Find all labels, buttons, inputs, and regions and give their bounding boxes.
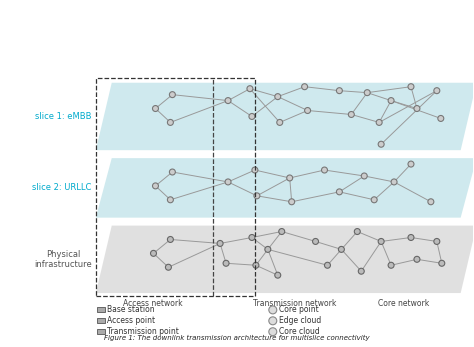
Bar [97, 329, 105, 334]
Circle shape [225, 98, 231, 103]
Text: Core network: Core network [378, 299, 429, 308]
Circle shape [312, 238, 319, 244]
Circle shape [428, 199, 434, 205]
Circle shape [225, 179, 231, 185]
Circle shape [169, 169, 175, 175]
Circle shape [279, 229, 285, 235]
Circle shape [408, 161, 414, 167]
Text: Core point: Core point [279, 305, 319, 314]
Polygon shape [96, 158, 474, 218]
Text: Figure 1: The downlink transmission architecture for multislice connectivity: Figure 1: The downlink transmission arch… [104, 335, 370, 341]
Text: Edge cloud: Edge cloud [279, 316, 321, 325]
Circle shape [408, 235, 414, 240]
Circle shape [414, 105, 420, 111]
Circle shape [361, 173, 367, 179]
Text: slice 2: URLLC: slice 2: URLLC [33, 183, 92, 192]
Text: Physical
infrastructure: Physical infrastructure [34, 249, 92, 269]
Bar [96, 78, 255, 296]
Circle shape [305, 108, 310, 113]
Circle shape [434, 88, 440, 94]
Circle shape [223, 260, 229, 266]
Circle shape [249, 235, 255, 240]
Circle shape [287, 175, 292, 181]
Circle shape [358, 268, 364, 274]
Bar [97, 318, 105, 323]
Text: Access network: Access network [123, 299, 182, 308]
Text: slice 1: eMBB: slice 1: eMBB [36, 112, 92, 121]
Circle shape [153, 105, 158, 111]
Circle shape [153, 183, 158, 189]
Circle shape [434, 238, 440, 244]
Circle shape [167, 237, 173, 243]
Circle shape [414, 256, 420, 262]
Circle shape [167, 197, 173, 203]
Circle shape [165, 264, 172, 270]
Text: Transmission point: Transmission point [107, 327, 179, 336]
Circle shape [338, 246, 345, 252]
Circle shape [275, 272, 281, 278]
Circle shape [438, 116, 444, 121]
Circle shape [439, 260, 445, 266]
Circle shape [269, 317, 277, 325]
Circle shape [321, 167, 328, 173]
Circle shape [301, 84, 308, 90]
Text: Core cloud: Core cloud [279, 327, 319, 336]
Circle shape [247, 86, 253, 92]
Circle shape [378, 238, 384, 244]
Circle shape [364, 90, 370, 96]
Circle shape [169, 92, 175, 98]
Circle shape [325, 262, 330, 268]
Circle shape [249, 113, 255, 119]
Circle shape [371, 197, 377, 203]
Circle shape [354, 229, 360, 235]
Circle shape [388, 98, 394, 103]
Circle shape [217, 240, 223, 246]
Circle shape [391, 179, 397, 185]
Circle shape [252, 167, 258, 173]
Polygon shape [96, 226, 474, 293]
Circle shape [254, 193, 260, 199]
Circle shape [275, 94, 281, 100]
Bar [97, 307, 105, 312]
Circle shape [269, 306, 277, 314]
Polygon shape [96, 83, 474, 150]
Circle shape [337, 189, 342, 195]
Text: Transmission network: Transmission network [253, 299, 337, 308]
Circle shape [388, 262, 394, 268]
Circle shape [378, 141, 384, 147]
Circle shape [348, 111, 354, 117]
Circle shape [253, 262, 259, 268]
Text: Access point: Access point [107, 316, 155, 325]
Circle shape [289, 199, 295, 205]
Circle shape [269, 328, 277, 336]
Circle shape [265, 246, 271, 252]
Circle shape [376, 119, 382, 125]
Circle shape [408, 84, 414, 90]
Circle shape [277, 119, 283, 125]
Text: Base station: Base station [107, 305, 155, 314]
Circle shape [337, 88, 342, 94]
Circle shape [167, 119, 173, 125]
Circle shape [151, 251, 156, 256]
